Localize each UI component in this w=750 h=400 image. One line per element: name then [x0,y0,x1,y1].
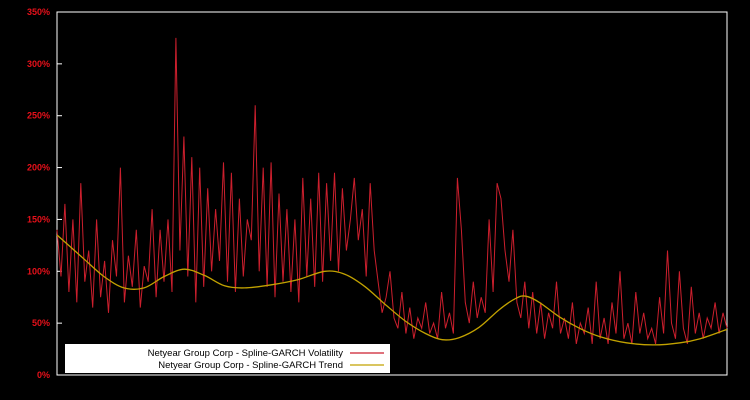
legend-label-trend: Netyear Group Corp - Spline-GARCH Trend [158,360,343,371]
y-tick-label: 250% [27,111,50,121]
legend-box: Netyear Group Corp - Spline-GARCH Volati… [65,344,390,373]
y-tick-label: 150% [27,214,50,224]
y-tick-label: 100% [27,266,50,276]
legend-background [65,344,390,373]
plot-frame [56,11,728,376]
y-tick-label: 200% [27,163,50,173]
volatility-line [56,37,728,345]
series-group [56,37,728,346]
y-tick-label: 50% [32,318,50,328]
y-tick-label: 0% [37,370,50,380]
legend-label-volatility: Netyear Group Corp - Spline-GARCH Volati… [148,348,344,359]
y-tick-label: 300% [27,59,50,69]
y-tick-label: 350% [27,7,50,17]
trend-line [56,234,728,346]
y-axis: 0% 50% 100% 150% 200% 250% 300% 350% [27,7,62,380]
